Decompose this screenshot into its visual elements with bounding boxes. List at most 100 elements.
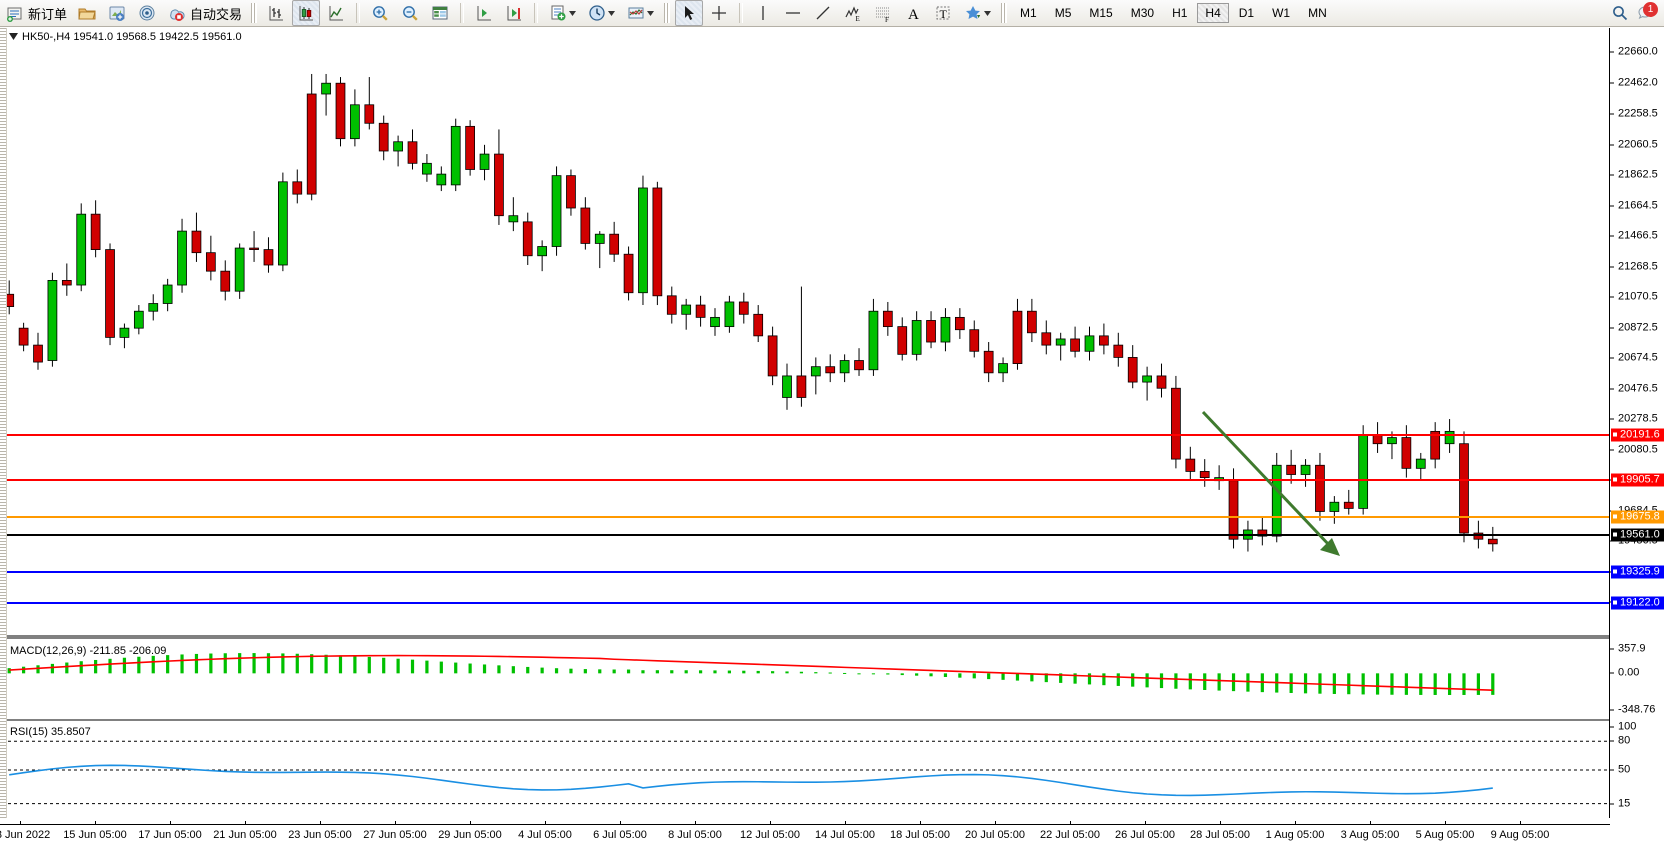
- crosshair-icon: [709, 3, 729, 23]
- price-axis-label: 20872.5: [1618, 321, 1658, 334]
- price-axis-label: 21664.5: [1618, 199, 1658, 212]
- svg-text:F: F: [885, 16, 889, 23]
- date-tick: [1220, 821, 1221, 825]
- macd-header: MACD(12,26,9) -211.85 -206.09: [10, 645, 167, 657]
- toolbar-grip-1[interactable]: [251, 3, 258, 23]
- date-tick: [1445, 821, 1446, 825]
- crosshair-button[interactable]: [705, 0, 733, 26]
- price-tick: [1610, 205, 1614, 207]
- price-label-resistance-upper[interactable]: 20191.6: [1611, 428, 1664, 442]
- price-label-bid-price[interactable]: 19561.0: [1611, 528, 1664, 542]
- shapes-icon: [963, 3, 983, 23]
- signals-button[interactable]: [133, 0, 161, 26]
- date-axis-label: 8 Jul 05:00: [668, 829, 722, 841]
- price-axis-label: 20674.5: [1618, 351, 1658, 364]
- publish-button[interactable]: [103, 0, 131, 26]
- signals-icon: [137, 3, 157, 23]
- price-axis[interactable]: 22660.0 22462.0 22258.5 22060.5 21862.5 21664…: [1609, 28, 1664, 818]
- autotrade-button[interactable]: 自动交易: [163, 0, 246, 26]
- vertical-line-button[interactable]: [749, 0, 777, 26]
- price-axis-label: 22462.0: [1618, 76, 1658, 89]
- chart-title: HK50-,H4 19541.0 19568.5 19422.5 19561.0: [22, 31, 242, 43]
- svg-text:A: A: [908, 7, 919, 23]
- date-axis-label: 26 Jul 05:00: [1115, 829, 1175, 841]
- date-tick: [95, 821, 96, 825]
- timeframe-h1[interactable]: H1: [1172, 6, 1188, 20]
- toolbar-grip-3[interactable]: [1001, 3, 1008, 23]
- bar-chart-button[interactable]: [262, 0, 290, 26]
- add-indicator-button[interactable]: [544, 0, 581, 26]
- notifications-icon[interactable]: 1: [1636, 2, 1658, 23]
- date-tick: [320, 821, 321, 825]
- new-order-icon: [5, 3, 25, 23]
- templates-dropdown-arrow[interactable]: [646, 3, 655, 23]
- timeframe-d1[interactable]: D1: [1238, 6, 1255, 20]
- shapes-button[interactable]: [959, 0, 996, 26]
- price-label-target-upper[interactable]: 19325.9: [1611, 565, 1664, 579]
- timeframe-h4[interactable]: H4: [1197, 3, 1229, 23]
- rsi-axis-label-15: 15: [1618, 797, 1631, 810]
- price-label-entry-level[interactable]: 19675.8: [1611, 510, 1664, 524]
- price-axis-label: 19684.5: [1618, 505, 1662, 516]
- chart-canvas: [0, 28, 1610, 818]
- svg-text:E: E: [856, 15, 860, 23]
- folder-button[interactable]: [73, 0, 101, 26]
- price-tick: [1610, 144, 1614, 146]
- macd-axis-label-min: -348.76: [1618, 703, 1656, 716]
- period-button[interactable]: [583, 0, 620, 26]
- chart-collapse-icon[interactable]: [9, 31, 18, 43]
- toolbar-grip-2[interactable]: [664, 3, 671, 23]
- label-icon: T: [933, 3, 953, 23]
- date-tick: [770, 821, 771, 825]
- date-tick: [1070, 821, 1071, 825]
- text-button[interactable]: A: [899, 0, 927, 26]
- timeframe-m1[interactable]: M1: [1020, 6, 1037, 20]
- chart-plot-area[interactable]: [0, 28, 1610, 818]
- horizontal-line-button[interactable]: [779, 0, 807, 26]
- data-window-button[interactable]: [426, 0, 454, 26]
- zoom-in-button[interactable]: [366, 0, 394, 26]
- price-axis-label: 21268.5: [1618, 260, 1658, 273]
- date-tick: [1520, 821, 1521, 825]
- elliott-wave-button[interactable]: E: [839, 0, 867, 26]
- line-chart-button[interactable]: [322, 0, 350, 26]
- date-tick: [545, 821, 546, 825]
- date-axis[interactable]: 13 Jun 2022 15 Jun 05:00 17 Jun 05:00 21 Ju…: [0, 821, 1610, 847]
- zoom-out-icon: [400, 3, 420, 23]
- chart-window[interactable]: 22660.0 22462.0 22258.5 22060.5 21862.5 21664…: [0, 27, 1664, 847]
- price-axis-label: 22060.5: [1618, 138, 1658, 151]
- date-axis-label: 23 Jun 05:00: [288, 829, 352, 841]
- line-chart-icon: [326, 3, 346, 23]
- price-label-resistance-lower[interactable]: 19905.7: [1611, 473, 1664, 487]
- timeframe-m30[interactable]: M30: [1130, 6, 1155, 20]
- chart-window-grip[interactable]: [0, 28, 7, 818]
- date-axis-label: 12 Jul 05:00: [740, 829, 800, 841]
- new-order-label: 新订单: [28, 6, 68, 22]
- trendline-button[interactable]: [809, 0, 837, 26]
- add-indicator-dropdown-arrow[interactable]: [568, 3, 577, 23]
- label-button[interactable]: T: [929, 0, 957, 26]
- chart-shift-button[interactable]: [470, 0, 498, 26]
- auto-scroll-button[interactable]: [500, 0, 528, 26]
- price-label-target-lower[interactable]: 19122.0: [1611, 596, 1664, 610]
- timeframe-m15[interactable]: M15: [1089, 6, 1113, 20]
- price-tick: [1610, 51, 1614, 53]
- templates-button[interactable]: [622, 0, 659, 26]
- search-icon[interactable]: [1610, 3, 1630, 23]
- fibonacci-button[interactable]: F: [869, 0, 897, 26]
- data-window-icon: [430, 3, 450, 23]
- price-tick: [1610, 235, 1614, 237]
- period-dropdown-arrow[interactable]: [607, 3, 616, 23]
- timeframe-m5[interactable]: M5: [1054, 6, 1072, 20]
- timeframe-mn[interactable]: MN: [1308, 6, 1327, 20]
- toolbar-separator-2: [460, 3, 465, 23]
- zoom-out-button[interactable]: [396, 0, 424, 26]
- shapes-dropdown-arrow[interactable]: [983, 3, 992, 23]
- new-order-button[interactable]: 新订单: [1, 0, 71, 26]
- svg-text:T: T: [940, 7, 948, 21]
- date-axis-label: 18 Jul 05:00: [890, 829, 950, 841]
- cursor-button[interactable]: [675, 0, 704, 26]
- text-icon: A: [903, 3, 923, 23]
- timeframe-w1[interactable]: W1: [1272, 6, 1291, 20]
- candlestick-chart-button[interactable]: [292, 0, 321, 26]
